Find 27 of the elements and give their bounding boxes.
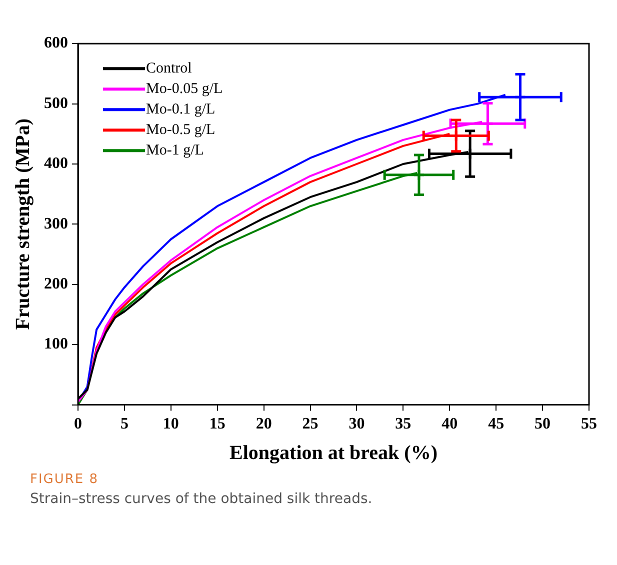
text: Strain–stress curves of the obtained silk threads. [30, 491, 372, 507]
x-tick-label: 25 [302, 416, 318, 433]
caption: FIGURE 8 [30, 472, 100, 487]
legend-label: Mo-0.5 g/L [146, 122, 216, 138]
x-tick-label: 5 [120, 416, 128, 433]
legend-label: Control [146, 60, 192, 77]
x-tick-label: 45 [488, 416, 504, 433]
y-tick-label: 400 [44, 155, 68, 172]
y-tick-label: 500 [44, 94, 68, 112]
y-tick-label: 200 [44, 276, 68, 293]
y-tick-label: 300 [44, 215, 68, 232]
y-axis-title: Fructure strength (MPa) [12, 118, 34, 330]
x-tick-label: 20 [256, 416, 272, 433]
x-axis-title: Elongation at break (%) [230, 442, 438, 464]
y-tick-label: 600 [44, 34, 68, 52]
y-tick-label: 100 [44, 336, 68, 353]
x-tick-label: 15 [209, 416, 226, 433]
x-tick-label: 55 [581, 416, 597, 433]
legend-label: Mo-1 g/L [146, 142, 204, 159]
x-tick-label: 50 [534, 416, 551, 433]
legend-label: Mo-0.05 g/L [146, 81, 223, 98]
x-tick-label: 30 [348, 416, 365, 433]
x-tick-label: 0 [74, 416, 82, 433]
x-tick-label: 35 [395, 416, 412, 433]
legend-label: Mo-0.1 g/L [146, 102, 216, 118]
x-tick-label: 40 [442, 416, 458, 433]
x-tick-label: 10 [162, 416, 179, 433]
